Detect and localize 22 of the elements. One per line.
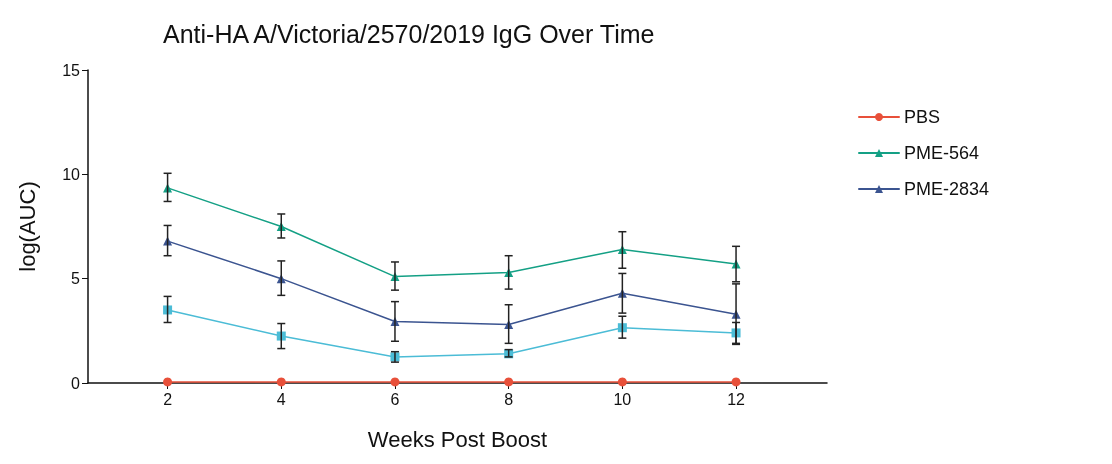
x-tick-label: 2 bbox=[163, 390, 173, 408]
x-tick-label: 8 bbox=[504, 390, 514, 408]
x-axis-title: Weeks Post Boost bbox=[367, 426, 548, 452]
point bbox=[390, 377, 400, 387]
y-tick-label: 5 bbox=[71, 270, 81, 288]
x-tick-label: 12 bbox=[727, 390, 746, 408]
x-tick-label: 4 bbox=[276, 390, 286, 408]
y-axis-title: log(AUC) bbox=[14, 181, 40, 272]
x-tick-label: 6 bbox=[390, 390, 400, 408]
point bbox=[731, 377, 741, 387]
y-tick-label: 15 bbox=[62, 61, 81, 79]
point bbox=[276, 377, 286, 387]
x-tick-label: 10 bbox=[613, 390, 632, 408]
legend-label: PME-564 bbox=[904, 143, 980, 163]
chart-title: Anti-HA A/Victoria/2570/2019 IgG Over Time bbox=[163, 19, 655, 48]
legend-label: PBS bbox=[904, 107, 941, 127]
legend-label: PME-2834 bbox=[904, 179, 990, 199]
point bbox=[163, 377, 173, 387]
point bbox=[617, 377, 627, 387]
y-tick-label: 0 bbox=[71, 374, 81, 392]
y-tick-label: 10 bbox=[62, 165, 81, 183]
point bbox=[504, 377, 514, 387]
